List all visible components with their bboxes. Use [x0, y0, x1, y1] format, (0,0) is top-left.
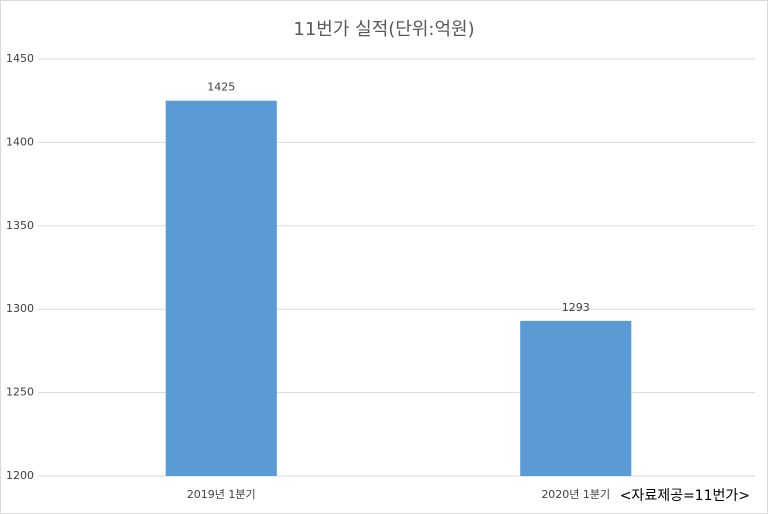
bar — [520, 320, 632, 476]
data-label: 1425 — [207, 81, 235, 94]
x-tick-label: 2020년 1분기 — [541, 488, 610, 501]
bar — [165, 100, 277, 476]
y-tick-label: 1200 — [6, 469, 34, 482]
chart-title: 11번가 실적(단위:억원) — [293, 19, 474, 40]
y-tick-label: 1450 — [6, 52, 34, 65]
annotation: <자료제공=11번가> — [620, 488, 750, 504]
y-tick-label: 1300 — [6, 302, 34, 315]
y-tick-label: 1350 — [6, 219, 34, 232]
y-tick-label: 1400 — [6, 135, 34, 148]
data-label: 1293 — [562, 301, 590, 314]
y-tick-label: 1250 — [6, 386, 34, 399]
x-tick-label: 2019년 1분기 — [187, 488, 256, 501]
